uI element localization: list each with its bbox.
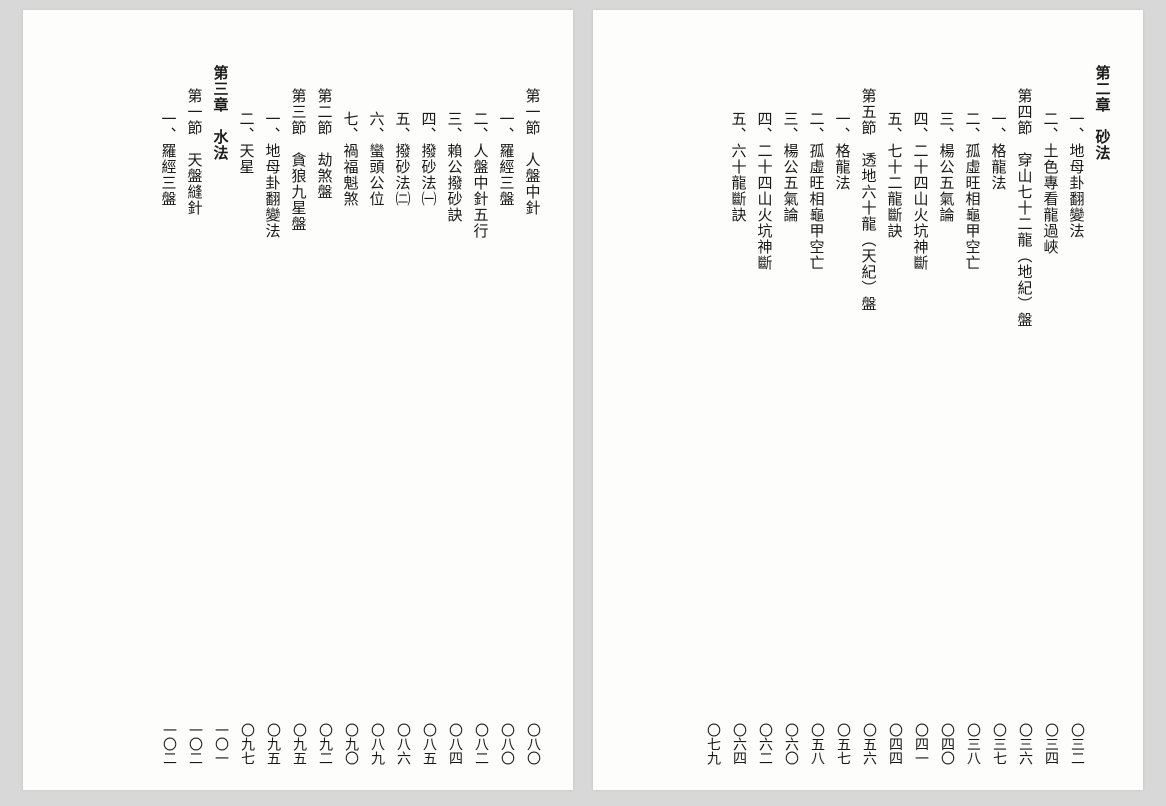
toc-title: 第二節 劫煞盤	[314, 88, 335, 200]
toc-line: 第一節 天盤縫針一〇二	[181, 65, 207, 765]
toc-title: 五、六十龍斷訣	[728, 111, 749, 223]
toc-page-number: 〇五八	[806, 723, 826, 765]
toc-line: 五、撥砂法㈡〇八六	[389, 65, 415, 765]
toc-line: 第二節 劫煞盤〇九二	[311, 65, 337, 765]
toc-page-number: 一〇一	[210, 723, 230, 765]
toc-page-number: 〇三八	[962, 723, 982, 765]
toc-title: 五、撥砂法㈡	[392, 111, 413, 207]
toc-page-number: 〇八二	[470, 723, 490, 765]
toc-line: 二、孤虛旺相龜甲空亡〇三八	[959, 65, 985, 765]
toc-page-number: 〇六四	[728, 723, 748, 765]
toc-title: 四、撥砂法㈠	[418, 111, 439, 207]
toc-page-number: 〇六二	[754, 723, 774, 765]
toc-line: 一、格龍法〇五七	[829, 65, 855, 765]
toc-title: 四、二十四山火坑神斷	[910, 111, 931, 271]
toc-page-number: 〇八九	[366, 723, 386, 765]
left-page: 第一節 人盤中針〇八〇一、羅經三盤〇八〇二、人盤中針五行〇八二三、賴公撥砂訣〇八…	[23, 10, 573, 790]
toc-page-number: 一〇二	[184, 723, 204, 765]
toc-line: 二、土色專看龍過峽〇三四	[1037, 65, 1063, 765]
toc-line: 一、羅經三盤一〇二	[155, 65, 181, 765]
toc-page-number: 〇九五	[288, 723, 308, 765]
toc-title	[702, 65, 723, 81]
toc-page-number: 〇八〇	[522, 723, 542, 765]
toc-line: 一、格龍法〇三七	[985, 65, 1011, 765]
toc-page-number: 〇九七	[236, 723, 256, 765]
toc-title: 一、羅經三盤	[158, 111, 179, 207]
toc-line: 四、二十四山火坑神斷〇六二	[751, 65, 777, 765]
toc-page-number: 〇八〇	[496, 723, 516, 765]
toc-line: 第四節 穿山七十二龍（地紀）盤〇三六	[1011, 65, 1037, 765]
toc-line: 三、楊公五氣論〇六〇	[777, 65, 803, 765]
toc-page-number: 〇七九	[702, 723, 722, 765]
toc-page-number: 〇三七	[988, 723, 1008, 765]
toc-line: 二、天星〇九七	[233, 65, 259, 765]
toc-line: 六、蠻頭公位〇八九	[363, 65, 389, 765]
toc-title: 第一節 天盤縫針	[184, 88, 205, 216]
toc-line: 三、賴公撥砂訣〇八四	[441, 65, 467, 765]
toc-page-number: 〇五六	[858, 723, 878, 765]
toc-line: 一、羅經三盤〇八〇	[493, 65, 519, 765]
toc-title: 二、人盤中針五行	[470, 111, 491, 239]
toc-line: 三、楊公五氣論〇四〇	[933, 65, 959, 765]
toc-title: 第二章 砂法	[1092, 65, 1113, 161]
toc-title: 一、格龍法	[832, 111, 853, 191]
toc-page-number: 〇三二	[1066, 723, 1086, 765]
toc-line: 第三章 水法一〇一	[207, 65, 233, 765]
toc-title: 一、羅經三盤	[496, 111, 517, 207]
toc-line: 第一節 人盤中針〇八〇	[519, 65, 545, 765]
toc-title: 一、格龍法	[988, 111, 1009, 191]
toc-page-number: 〇五七	[832, 723, 852, 765]
toc-title: 二、孤虛旺相龜甲空亡	[962, 111, 983, 271]
toc-title: 第五節 透地六十龍（天紀）盤	[858, 88, 879, 312]
toc-title: 三、楊公五氣論	[780, 111, 801, 223]
toc-title: 四、二十四山火坑神斷	[754, 111, 775, 271]
toc-line: 第三節 貪狼九星盤〇九五	[285, 65, 311, 765]
toc-title: 第四節 穿山七十二龍（地紀）盤	[1014, 88, 1035, 328]
toc-page-number: 一〇二	[158, 723, 178, 765]
toc-line: 七、禍福魁煞〇九〇	[337, 65, 363, 765]
toc-page-number: 〇三四	[1040, 723, 1060, 765]
toc-title: 二、孤虛旺相龜甲空亡	[806, 111, 827, 271]
toc-line: 第二章 砂法	[1089, 65, 1115, 765]
toc-title: 六、蠻頭公位	[366, 111, 387, 207]
toc-line: 一、地母卦翻變法〇九五	[259, 65, 285, 765]
toc-title: 第三節 貪狼九星盤	[288, 88, 309, 232]
toc-line: 第五節 透地六十龍（天紀）盤〇五六	[855, 65, 881, 765]
toc-page-number: 〇九五	[262, 723, 282, 765]
toc-page-number: 〇八六	[392, 723, 412, 765]
toc-line: 四、撥砂法㈠〇八五	[415, 65, 441, 765]
toc-line: 一、地母卦翻變法〇三二	[1063, 65, 1089, 765]
right-page: 第二章 砂法一、地母卦翻變法〇三二二、土色專看龍過峽〇三四第四節 穿山七十二龍（…	[593, 10, 1143, 790]
toc-page-number: 〇四〇	[936, 723, 956, 765]
toc-title: 三、賴公撥砂訣	[444, 111, 465, 223]
toc-title: 第三章 水法	[210, 65, 231, 161]
toc-title: 三、楊公五氣論	[936, 111, 957, 223]
toc-page-number: 〇四四	[884, 723, 904, 765]
toc-title: 二、天星	[236, 111, 257, 175]
toc-line: 五、七十二龍斷訣〇四四	[881, 65, 907, 765]
toc-line: 〇七九	[699, 65, 725, 765]
toc-title: 二、土色專看龍過峽	[1040, 111, 1061, 255]
toc-title: 七、禍福魁煞	[340, 111, 361, 207]
toc-title: 一、地母卦翻變法	[262, 111, 283, 239]
toc-title: 五、七十二龍斷訣	[884, 111, 905, 239]
toc-page-number: 〇四一	[910, 723, 930, 765]
toc-line: 五、六十龍斷訣〇六四	[725, 65, 751, 765]
toc-title: 第一節 人盤中針	[522, 88, 543, 216]
toc-page-number: 〇八五	[418, 723, 438, 765]
toc-page-number: 〇八四	[444, 723, 464, 765]
toc-line: 二、人盤中針五行〇八二	[467, 65, 493, 765]
toc-page-number: 〇六〇	[780, 723, 800, 765]
toc-page-number: 〇九〇	[340, 723, 360, 765]
toc-page-number: 〇三六	[1014, 723, 1034, 765]
toc-title: 一、地母卦翻變法	[1066, 111, 1087, 239]
toc-line: 四、二十四山火坑神斷〇四一	[907, 65, 933, 765]
toc-page-number: 〇九二	[314, 723, 334, 765]
toc-line: 二、孤虛旺相龜甲空亡〇五八	[803, 65, 829, 765]
